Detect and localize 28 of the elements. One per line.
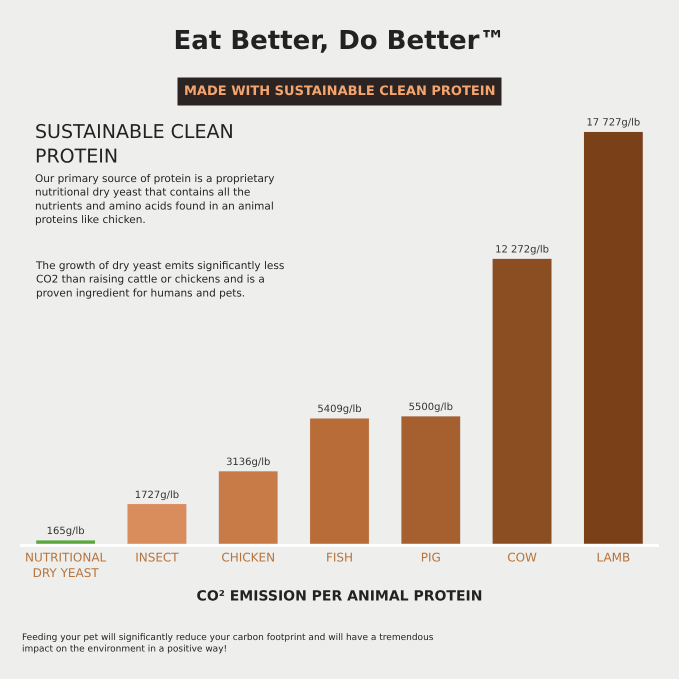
data-label: 1727g/lb bbox=[134, 490, 180, 501]
chart-title: Eat Better, Do Better™ bbox=[174, 26, 506, 56]
data-label: 5500g/lb bbox=[408, 402, 453, 414]
bar bbox=[36, 540, 96, 544]
bar bbox=[400, 416, 461, 544]
data-label: 17 727g/lb bbox=[586, 118, 640, 129]
data-label: 3136g/lb bbox=[226, 457, 270, 468]
data-label: 165g/lb bbox=[46, 526, 85, 538]
x-tick-label: CHICKEN bbox=[221, 550, 276, 564]
annotation: SUSTAINABLE CLEAN PROTEIN bbox=[35, 121, 234, 168]
bar bbox=[218, 470, 278, 544]
x-tick-label: INSECT bbox=[135, 550, 180, 564]
x-tick-label: COW bbox=[507, 550, 538, 564]
x-axis-title: CO² EMISSION PER ANIMAL PROTEIN bbox=[196, 588, 482, 604]
x-tick-label: NUTRITIONAL DRY YEAST bbox=[25, 550, 107, 580]
data-label: 5409g/lb bbox=[317, 404, 362, 416]
chart-subtitle: MADE WITH SUSTAINABLE CLEAN PROTEIN bbox=[184, 84, 496, 99]
bar bbox=[127, 504, 187, 544]
annotation: Our primary source of protein is a proprietary nutritional dry yeast that contains all the nutrients and amino acids found in an animal proteins like chicken. bbox=[35, 173, 274, 226]
x-tick-label: PIG bbox=[420, 550, 441, 564]
data-label: 12 272g/lb bbox=[495, 244, 549, 256]
text: Feeding your pet will significantly reduce your carbon footprint and will have a tremendous impact on the environment in a positive way! bbox=[22, 633, 434, 655]
bar bbox=[492, 258, 552, 544]
x-tick-label: FISH bbox=[326, 550, 354, 564]
annotation: The growth of dry yeast emits significantly less CO2 than raising cattle or chickens and is a proven ingredient for humans and pets. bbox=[35, 260, 284, 300]
bar bbox=[583, 131, 644, 544]
bar bbox=[310, 418, 370, 544]
x-tick-label: LAMB bbox=[596, 550, 630, 564]
